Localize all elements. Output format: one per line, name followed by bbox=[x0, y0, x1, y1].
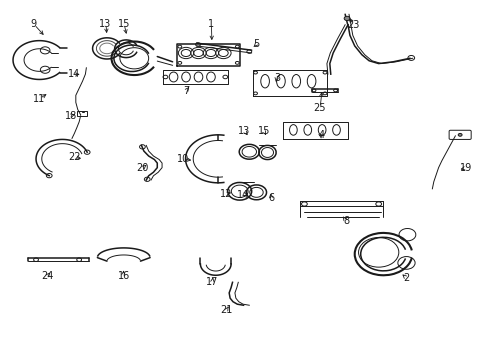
Text: 14: 14 bbox=[68, 69, 81, 79]
Text: 13: 13 bbox=[238, 126, 250, 136]
Text: 24: 24 bbox=[41, 271, 53, 281]
FancyBboxPatch shape bbox=[448, 130, 470, 139]
Text: 22: 22 bbox=[68, 152, 81, 162]
Text: 19: 19 bbox=[459, 163, 471, 173]
Circle shape bbox=[457, 134, 461, 136]
Text: 16: 16 bbox=[118, 271, 130, 281]
Circle shape bbox=[344, 16, 349, 21]
Text: 4: 4 bbox=[318, 130, 324, 140]
Text: 3: 3 bbox=[273, 73, 280, 83]
Text: 18: 18 bbox=[65, 111, 77, 121]
Text: 17: 17 bbox=[205, 276, 218, 287]
Text: 20: 20 bbox=[137, 163, 149, 173]
Text: 10: 10 bbox=[177, 154, 189, 164]
Text: 5: 5 bbox=[253, 39, 259, 49]
Text: 1: 1 bbox=[207, 19, 214, 29]
Text: 14: 14 bbox=[237, 190, 249, 200]
Text: 21: 21 bbox=[220, 305, 232, 315]
Text: 6: 6 bbox=[268, 193, 274, 203]
Text: 12: 12 bbox=[220, 189, 232, 199]
Text: 23: 23 bbox=[347, 20, 359, 30]
Text: 15: 15 bbox=[117, 19, 130, 29]
Text: 25: 25 bbox=[313, 103, 325, 113]
FancyBboxPatch shape bbox=[77, 111, 87, 116]
Text: 11: 11 bbox=[33, 94, 45, 104]
Text: 15: 15 bbox=[257, 126, 269, 136]
Text: 2: 2 bbox=[403, 273, 409, 283]
Text: 9: 9 bbox=[31, 19, 37, 29]
Text: 8: 8 bbox=[342, 216, 348, 226]
Text: 7: 7 bbox=[183, 86, 189, 96]
Text: 13: 13 bbox=[99, 19, 111, 29]
